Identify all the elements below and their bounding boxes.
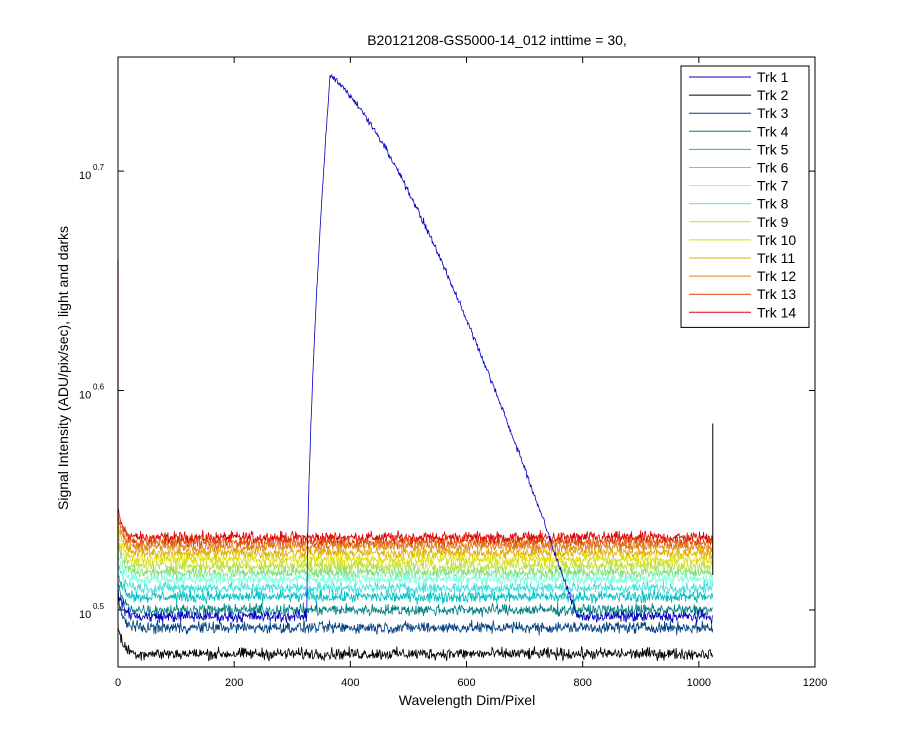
legend-label-trk-10: Trk 10 [757,232,796,248]
series-line-trk-7 [117,551,714,588]
x-tick-label: 200 [225,677,243,689]
legend-label-trk-5: Trk 5 [757,141,789,157]
y-tick-label-exponent: 0.7 [93,163,105,172]
series-line-trk-6 [117,564,714,596]
y-axis-label: Signal Intensity (ADU/pix/sec), light an… [55,226,71,510]
y-tick-label-exponent: 0.5 [93,602,105,611]
x-tick-label: 400 [341,677,359,689]
y-tick-label-base: 10 [79,390,91,402]
series-line-trk-5 [117,571,714,605]
x-axis-label: Wavelength Dim/Pixel [399,692,535,708]
legend-label-trk-7: Trk 7 [757,178,789,194]
legend-label-trk-1: Trk 1 [757,69,789,85]
series-line-trk-13 [117,515,714,550]
x-tick-label: 1000 [687,677,711,689]
series-line-trk-11 [117,526,714,562]
y-tick-label-exponent: 0.6 [93,383,105,392]
series-line-trk-4 [117,580,713,619]
legend-label-trk-13: Trk 13 [757,286,796,302]
series-line-trk-3 [117,601,714,636]
series-line-trk-8 [117,544,714,581]
legend-label-trk-11: Trk 11 [757,250,795,266]
legend-box [680,65,810,328]
legend-label-trk-4: Trk 4 [757,123,789,139]
x-tick-label: 600 [457,677,475,689]
y-tick-label-base: 10 [79,609,91,621]
x-tick-label: 0 [115,677,121,689]
legend-label-trk-9: Trk 9 [757,214,789,230]
y-tick-label-base: 10 [79,170,91,182]
series-line-trk-1 [117,73,714,625]
legend-label-trk-14: Trk 14 [757,304,796,320]
x-tick-label: 1200 [803,677,827,689]
x-tick-label: 800 [573,677,591,689]
series-line-trk-10 [117,527,713,568]
legend-label-trk-6: Trk 6 [757,160,789,176]
legend-label-trk-12: Trk 12 [757,268,796,284]
legend-label-trk-8: Trk 8 [757,196,789,212]
series-line-trk-9 [117,543,714,575]
series-line-trk-2 [117,625,714,662]
legend-label-trk-2: Trk 2 [757,87,789,103]
legend-label-trk-3: Trk 3 [757,105,789,121]
chart-title: B20121208-GS5000-14_012 inttime = 30, [367,32,627,48]
